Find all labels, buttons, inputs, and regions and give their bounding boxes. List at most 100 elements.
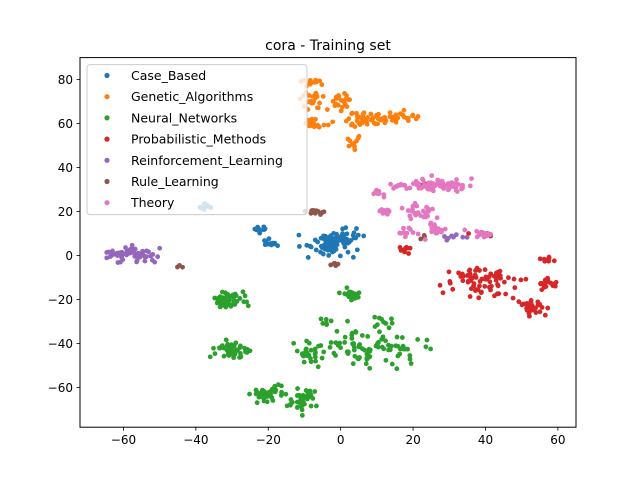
y-tick-label: 40 — [58, 161, 73, 175]
data-point — [412, 210, 418, 216]
data-point — [345, 240, 351, 246]
data-point — [395, 353, 401, 359]
data-point — [405, 118, 411, 124]
data-point — [352, 353, 358, 359]
data-point — [212, 351, 218, 357]
data-point — [494, 291, 500, 297]
data-point — [304, 242, 310, 248]
data-point — [253, 387, 259, 393]
data-point — [367, 365, 373, 371]
data-point — [338, 97, 344, 103]
x-tick-label: 20 — [405, 433, 420, 447]
data-point — [493, 270, 499, 276]
data-point — [497, 268, 503, 274]
data-point — [476, 232, 482, 238]
data-point — [107, 254, 113, 260]
data-point — [410, 203, 416, 209]
data-point — [415, 337, 421, 342]
data-point — [379, 344, 385, 350]
data-point — [445, 183, 451, 189]
data-point — [423, 212, 429, 218]
data-point — [474, 228, 480, 234]
data-point — [376, 340, 381, 345]
data-point — [398, 230, 404, 236]
data-point — [386, 347, 391, 353]
data-point — [228, 348, 234, 354]
series-Neural_Networks — [207, 285, 434, 418]
data-point — [217, 345, 223, 351]
data-point — [110, 248, 115, 254]
data-point — [237, 343, 243, 349]
series-Probabilistic_Methods — [397, 181, 559, 319]
data-point — [374, 322, 380, 328]
data-point — [306, 123, 312, 129]
data-point — [333, 353, 338, 358]
data-point — [300, 396, 306, 402]
data-point — [551, 258, 557, 264]
data-point — [221, 353, 227, 359]
data-point — [349, 110, 355, 116]
data-point — [357, 342, 363, 347]
data-point — [355, 114, 360, 119]
data-point — [328, 340, 334, 345]
data-point — [401, 107, 407, 113]
data-point — [372, 190, 378, 196]
data-point — [357, 122, 363, 127]
data-point — [423, 184, 429, 190]
data-point — [469, 275, 475, 281]
data-point — [312, 354, 318, 360]
data-point — [331, 248, 337, 254]
data-point — [339, 104, 345, 110]
data-point — [312, 92, 318, 98]
data-point — [327, 239, 333, 245]
data-point — [344, 285, 350, 291]
data-point — [347, 138, 353, 144]
data-point — [267, 241, 272, 247]
data-point — [304, 350, 310, 356]
data-point — [361, 233, 367, 239]
data-point — [288, 397, 294, 402]
data-point — [479, 276, 485, 282]
data-point — [212, 295, 218, 301]
data-point — [422, 237, 428, 242]
data-point — [341, 240, 346, 246]
data-point — [238, 351, 243, 356]
data-point — [332, 235, 338, 241]
data-point — [311, 79, 317, 85]
legend-marker — [104, 178, 110, 185]
data-point — [275, 243, 281, 249]
data-point — [545, 257, 550, 263]
data-point — [343, 225, 349, 231]
data-point — [365, 115, 370, 120]
data-point — [469, 176, 474, 182]
data-point — [481, 234, 487, 240]
data-point — [322, 246, 328, 252]
data-point — [321, 122, 327, 128]
data-point — [381, 319, 386, 325]
data-point — [415, 231, 421, 237]
data-point — [291, 340, 297, 346]
data-point — [434, 215, 440, 221]
data-point — [295, 386, 300, 391]
y-tick-label: 60 — [58, 117, 73, 131]
data-point — [313, 358, 318, 364]
y-axis: −60 −40 −20 0 20 40 60 80 — [48, 73, 80, 395]
data-point — [321, 209, 327, 215]
data-point — [326, 252, 332, 258]
data-point — [391, 185, 396, 191]
data-point — [460, 234, 466, 240]
data-point — [318, 316, 324, 322]
series-Rule_Learning — [175, 207, 427, 270]
y-tick-label: −20 — [48, 293, 73, 307]
data-point — [146, 249, 151, 255]
data-point — [552, 283, 558, 289]
data-point — [258, 228, 263, 233]
data-point — [415, 210, 421, 216]
data-point — [220, 289, 225, 295]
data-point — [344, 236, 350, 242]
data-point — [518, 277, 524, 283]
data-point — [399, 335, 405, 340]
data-point — [318, 343, 324, 348]
data-point — [533, 310, 539, 315]
data-point — [308, 81, 313, 87]
